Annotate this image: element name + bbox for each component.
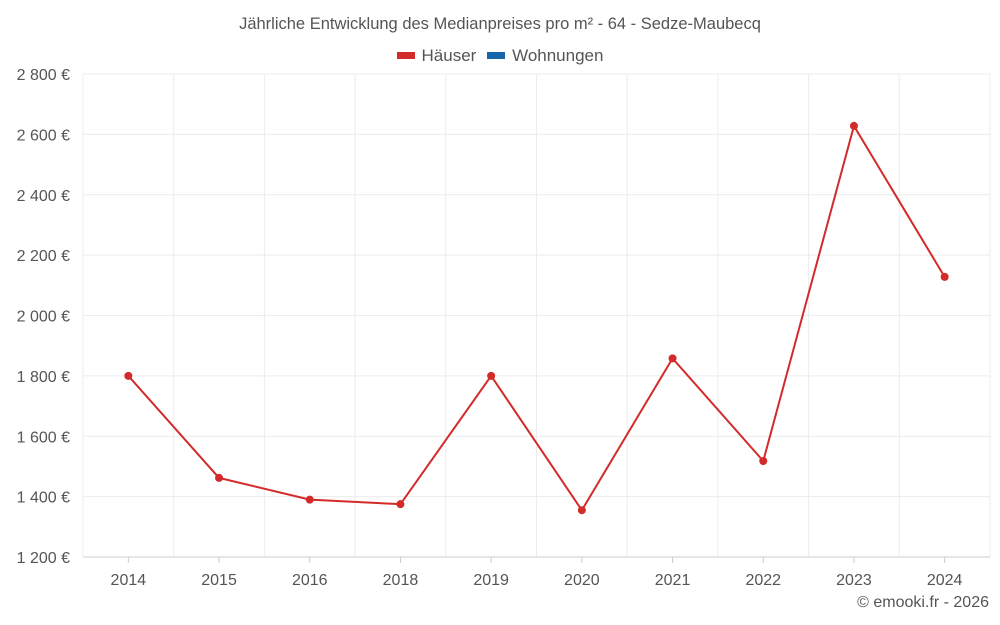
credit-text: © emooki.fr - 2026 (857, 594, 989, 611)
x-tick-label: 2020 (564, 572, 600, 589)
data-point (759, 457, 768, 466)
legend-item-apartments[interactable]: Wohnungen (487, 46, 603, 66)
data-point (215, 473, 224, 482)
data-point (487, 371, 496, 380)
x-tick-label: 2022 (745, 572, 781, 589)
data-point (849, 121, 858, 130)
y-tick-label: 1 800 € (17, 369, 70, 386)
y-tick-label: 1 400 € (17, 490, 70, 507)
data-point (668, 354, 677, 363)
series-line-0 (127, 124, 946, 512)
data-point (396, 500, 405, 509)
y-tick-label: 2 200 € (17, 248, 70, 265)
legend-item-houses[interactable]: Häuser (396, 45, 477, 66)
y-tick-label: 2 800 € (17, 67, 70, 84)
x-tick-label: 2014 (111, 572, 147, 589)
y-tick-label: 1 600 € (17, 429, 70, 446)
data-point (124, 371, 133, 380)
data-point (940, 272, 949, 281)
chart-title: Jährliche Entwicklung des Medianpreises … (239, 15, 761, 33)
data-point (305, 495, 314, 504)
y-tick-label: 2 000 € (17, 309, 70, 326)
x-tick-label: 2021 (655, 572, 691, 589)
y-tick-label: 1 200 € (17, 550, 70, 567)
data-point (577, 506, 586, 515)
x-tick-label: 2018 (383, 572, 419, 589)
legend: Häuser Wohnungen (0, 44, 1000, 66)
legend-swatch-houses (396, 52, 415, 59)
y-tick-label: 2 400 € (17, 188, 70, 205)
x-tick-label: 2016 (292, 572, 328, 589)
y-tick-label: 2 600 € (17, 127, 70, 144)
legend-label-apartments: Wohnungen (512, 45, 604, 65)
x-tick-label: 2015 (201, 572, 237, 589)
x-tick-label: 2023 (836, 572, 872, 589)
legend-label-houses: Häuser (421, 45, 477, 65)
x-tick-label: 2019 (473, 572, 509, 589)
legend-swatch-apartments (487, 52, 506, 59)
x-tick-label: 2024 (927, 572, 963, 589)
